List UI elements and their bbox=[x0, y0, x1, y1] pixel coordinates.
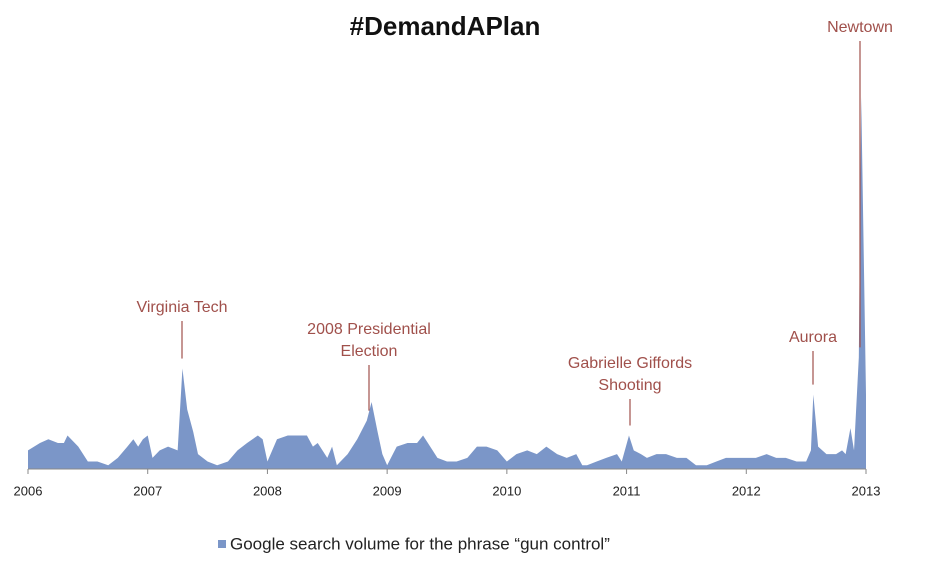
x-tick-label: 2006 bbox=[14, 483, 43, 498]
x-tick-label: 2011 bbox=[613, 483, 641, 498]
annotation-text: Aurora bbox=[789, 329, 837, 346]
annotation-text: Shooting bbox=[598, 377, 661, 394]
x-tick-label: 2010 bbox=[492, 483, 521, 498]
annotation-text: Virginia Tech bbox=[136, 299, 227, 316]
legend-swatch bbox=[218, 540, 226, 548]
x-tick-label: 2013 bbox=[852, 483, 881, 498]
annotation-text: Newtown bbox=[827, 19, 893, 36]
area bbox=[28, 97, 866, 469]
chart-title: #DemandAPlan bbox=[350, 11, 541, 41]
x-tick-label: 2012 bbox=[732, 483, 761, 498]
annotation-text: Gabrielle Giffords bbox=[568, 355, 692, 372]
x-tick-label: 2008 bbox=[253, 483, 282, 498]
annotation-text: Election bbox=[341, 343, 398, 360]
legend-label: Google search volume for the phrase “gun… bbox=[230, 534, 610, 553]
x-tick-label: 2009 bbox=[373, 483, 402, 498]
annotation-text: 2008 Presidential bbox=[307, 321, 431, 338]
x-tick-label: 2007 bbox=[133, 483, 162, 498]
